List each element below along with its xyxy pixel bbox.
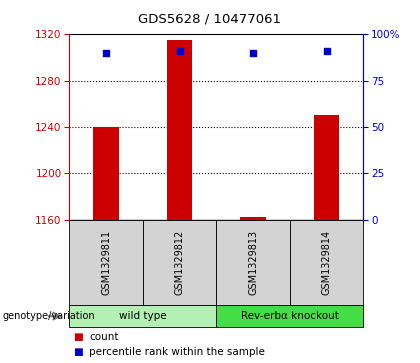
Text: GSM1329813: GSM1329813 — [248, 230, 258, 295]
Text: genotype/variation: genotype/variation — [2, 311, 95, 321]
Text: percentile rank within the sample: percentile rank within the sample — [89, 347, 265, 357]
Text: GSM1329814: GSM1329814 — [322, 230, 331, 295]
Point — [176, 48, 183, 54]
Point — [323, 48, 330, 54]
Text: GSM1329812: GSM1329812 — [175, 230, 184, 295]
Text: Rev-erbα knockout: Rev-erbα knockout — [241, 311, 339, 321]
Bar — [167, 40, 192, 220]
Text: wild type: wild type — [119, 311, 167, 321]
Bar — [93, 127, 119, 220]
Bar — [314, 115, 339, 220]
Text: count: count — [89, 331, 119, 342]
Text: GSM1329811: GSM1329811 — [101, 230, 111, 295]
Point — [103, 50, 110, 56]
Bar — [240, 217, 266, 220]
Text: ■: ■ — [74, 331, 83, 342]
Point — [250, 50, 257, 56]
Text: ■: ■ — [74, 347, 83, 357]
Text: GDS5628 / 10477061: GDS5628 / 10477061 — [139, 13, 281, 26]
